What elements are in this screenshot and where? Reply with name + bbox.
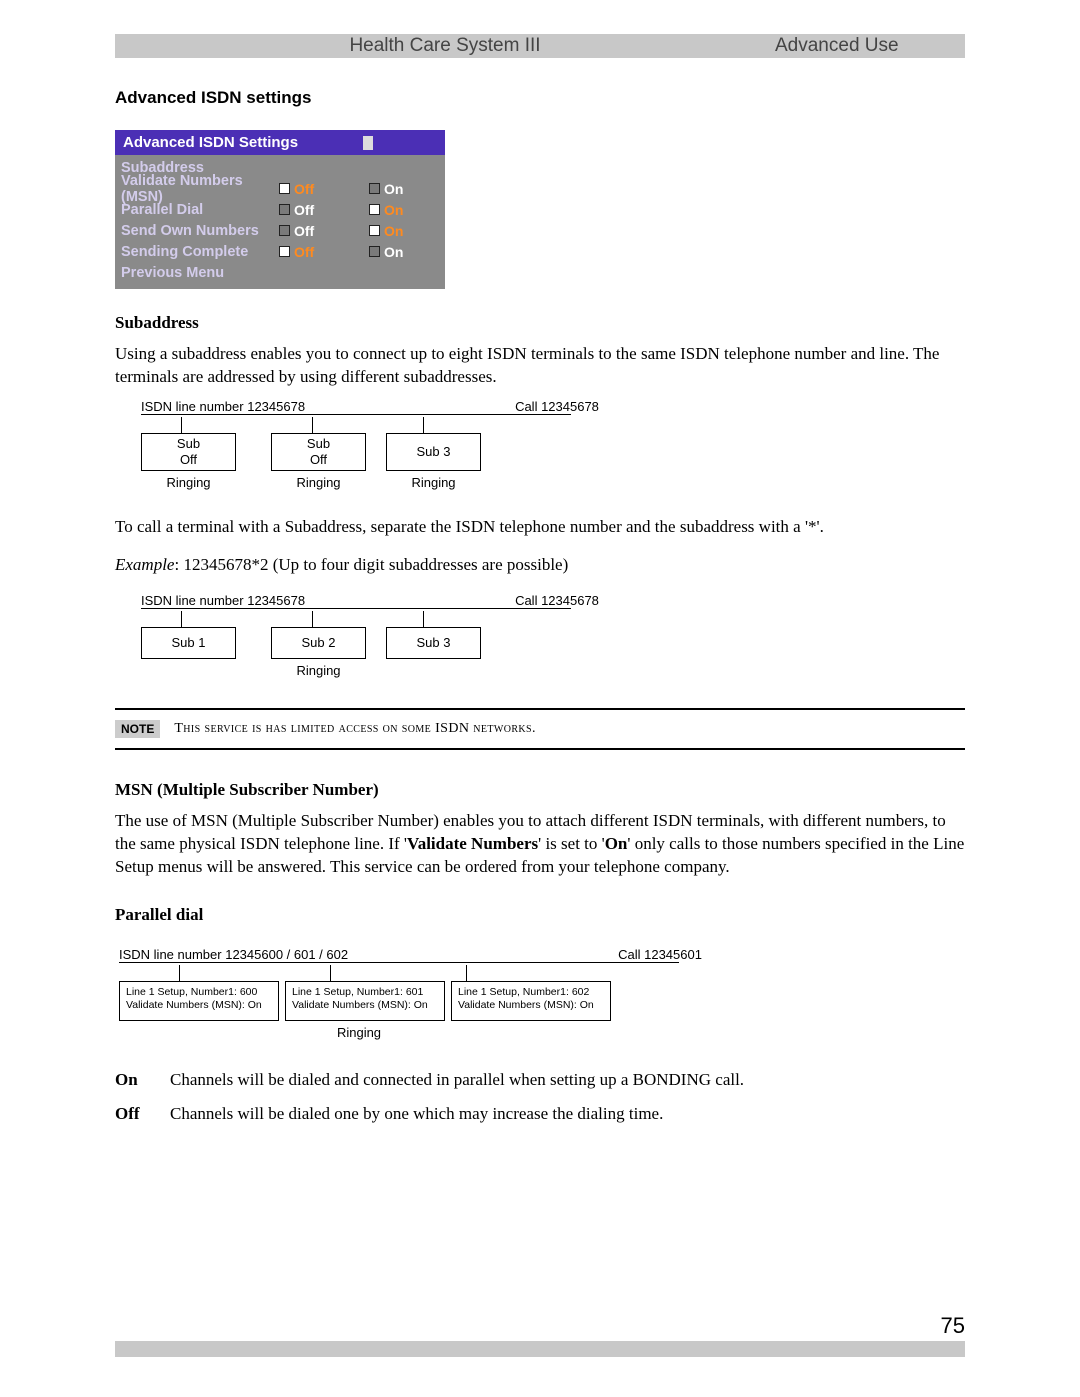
radio-icon (279, 225, 290, 236)
row-label: Send Own Numbers (121, 223, 279, 239)
option-off[interactable]: Off (279, 181, 369, 197)
diag2-left: ISDN line number 12345678 (141, 593, 305, 608)
panel-row-parallel-dial[interactable]: Parallel Dial Off On (121, 199, 439, 220)
subhead-subaddress: Subaddress (115, 313, 965, 333)
panel-row-validate-numbers[interactable]: Validate Numbers (MSN) Off On (121, 178, 439, 199)
diag1-left: ISDN line number 12345678 (141, 399, 305, 414)
note-badge: NOTE (115, 720, 160, 738)
msn-text: The use of MSN (Multiple Subscriber Numb… (115, 810, 965, 879)
subhead-msn: MSN (Multiple Subscriber Number) (115, 780, 965, 800)
header-title: Health Care System III (115, 35, 775, 57)
radio-icon (369, 246, 380, 257)
panel-header: Advanced ISDN Settings (115, 130, 445, 155)
option-on[interactable]: On (369, 244, 403, 260)
radio-icon (279, 204, 290, 215)
diagram-parallel: ISDN line number 12345600 / 601 / 602 Ca… (119, 947, 719, 1040)
option-on[interactable]: On (369, 202, 403, 218)
subaddress-text2: To call a terminal with a Subaddress, se… (115, 516, 965, 539)
diag3-left: ISDN line number 12345600 / 601 / 602 (119, 947, 348, 962)
def-off-label: Off (115, 1104, 170, 1124)
footer-bar (115, 1341, 965, 1357)
row-label: Parallel Dial (121, 202, 279, 218)
radio-icon (369, 183, 380, 194)
def-off: Off Channels will be dialed one by one w… (115, 1104, 965, 1124)
diag1-right: Call 12345678 (515, 399, 599, 414)
panel-title: Advanced ISDN Settings (123, 134, 298, 151)
def-on-text: Channels will be dialed and connected in… (170, 1070, 744, 1090)
def-on-label: On (115, 1070, 170, 1090)
def-on: On Channels will be dialed and connected… (115, 1070, 965, 1090)
subhead-parallel-dial: Parallel dial (115, 905, 965, 925)
panel-row-sending-complete[interactable]: Sending Complete Off On (121, 241, 439, 262)
def-off-text: Channels will be dialed one by one which… (170, 1104, 663, 1124)
radio-icon (279, 246, 290, 257)
example-line: Example: 12345678*2 (Up to four digit su… (115, 555, 965, 575)
subaddress-text: Using a subaddress enables you to connec… (115, 343, 965, 389)
section-title-advanced-isdn: Advanced ISDN settings (115, 88, 965, 108)
option-off[interactable]: Off (279, 202, 369, 218)
isdn-settings-panel: Advanced ISDN Settings Subaddress Valida… (115, 130, 445, 289)
option-on[interactable]: On (369, 223, 403, 239)
diagram-subaddress-2: ISDN line number 12345678 Call 12345678 … (141, 593, 621, 678)
note-text: This service is has limited access on so… (174, 721, 536, 737)
row-label: Previous Menu (121, 265, 279, 281)
page-header: Health Care System III Advanced Use (115, 34, 965, 58)
on-bold: On (605, 834, 628, 853)
diag3-caption: Ringing (329, 1025, 389, 1040)
option-on[interactable]: On (369, 181, 403, 197)
note-box: NOTE This service is has limited access … (115, 708, 965, 750)
panel-row-previous-menu[interactable]: Previous Menu (121, 262, 439, 283)
validate-numbers-bold: Validate Numbers (407, 834, 538, 853)
row-label: Sending Complete (121, 244, 279, 260)
page-number: 75 (941, 1313, 965, 1339)
diag2-right: Call 12345678 (515, 593, 599, 608)
option-off[interactable]: Off (279, 223, 369, 239)
diag3-right: Call 12345601 (618, 947, 702, 962)
panel-row-send-own-numbers[interactable]: Send Own Numbers Off On (121, 220, 439, 241)
option-off[interactable]: Off (279, 244, 369, 260)
radio-icon (369, 204, 380, 215)
example-text: : 12345678*2 (Up to four digit subaddres… (174, 555, 568, 574)
radio-icon (369, 225, 380, 236)
row-label: Validate Numbers (MSN) (121, 173, 279, 205)
diagram-subaddress-1: ISDN line number 12345678 Call 12345678 … (141, 399, 621, 490)
text-cursor-icon (363, 136, 373, 150)
header-section: Advanced Use (775, 35, 965, 57)
radio-icon (279, 183, 290, 194)
example-label: Example (115, 555, 174, 574)
